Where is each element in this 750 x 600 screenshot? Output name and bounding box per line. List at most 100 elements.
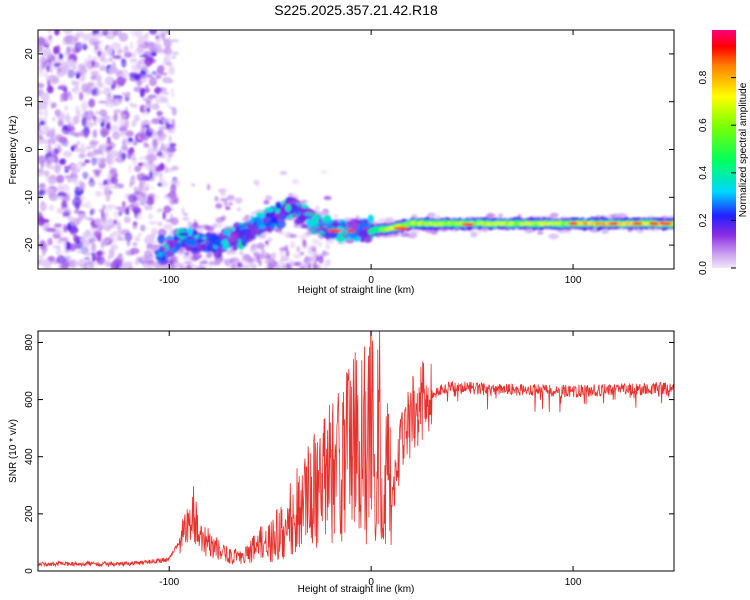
x-tick-label: 100 bbox=[565, 577, 582, 588]
heatmap-cell bbox=[73, 80, 82, 86]
heatmap-cell bbox=[225, 206, 231, 211]
heatmap-cell bbox=[550, 212, 559, 218]
heatmap-cell bbox=[52, 102, 57, 108]
heatmap-cell bbox=[57, 195, 64, 200]
x-tick-label: 100 bbox=[565, 275, 582, 286]
heatmap-cell bbox=[176, 249, 185, 255]
heatmap-cell bbox=[164, 46, 172, 56]
heatmap-cell bbox=[81, 162, 87, 166]
heatmap-cell bbox=[134, 165, 142, 173]
heatmap-cell bbox=[68, 259, 79, 269]
heatmap-cell bbox=[51, 134, 60, 141]
heatmap-cell bbox=[94, 255, 102, 262]
heatmap-cell bbox=[63, 88, 68, 92]
heatmap-cell bbox=[86, 264, 93, 268]
heatmap-cell bbox=[92, 169, 103, 173]
heatmap-cell bbox=[307, 246, 314, 255]
heatmap-cell bbox=[132, 242, 138, 246]
heatmap-cell bbox=[147, 153, 157, 162]
heatmap-cell bbox=[226, 194, 235, 201]
heatmap-cell bbox=[71, 87, 77, 93]
heatmap-cell bbox=[59, 237, 69, 242]
colorbar-ticks: 0.0 0.2 0.4 0.6 0.8 bbox=[698, 70, 736, 275]
heatmap-cell bbox=[108, 149, 119, 158]
heatmap-cell bbox=[164, 53, 172, 62]
heatmap-cell bbox=[81, 117, 87, 127]
heatmap-cell bbox=[142, 97, 153, 103]
heatmap-cell bbox=[191, 247, 199, 252]
heatmap-cell bbox=[69, 243, 77, 252]
heatmap-cell bbox=[48, 204, 55, 211]
heatmap-cell bbox=[63, 30, 73, 35]
heatmap-cell bbox=[158, 131, 166, 142]
heatmap-cell bbox=[38, 122, 41, 131]
heatmap-cell bbox=[54, 143, 62, 148]
x-tick-label: 0 bbox=[368, 577, 374, 588]
heatmap-cell bbox=[97, 50, 102, 57]
heatmap-cell bbox=[128, 102, 134, 107]
heatmap-cell bbox=[72, 115, 80, 125]
heatmap-cell bbox=[70, 217, 79, 225]
heatmap-cell bbox=[76, 160, 84, 170]
heatmap-cell bbox=[462, 222, 475, 227]
heatmap-cell bbox=[104, 76, 115, 86]
heatmap-cell bbox=[291, 179, 299, 185]
heatmap-cell bbox=[203, 225, 211, 231]
heatmap-cell bbox=[92, 30, 100, 35]
heatmap-cell bbox=[62, 224, 68, 233]
heatmap-cell bbox=[139, 180, 147, 185]
heatmap-cell bbox=[103, 260, 111, 267]
heatmap-cell bbox=[78, 259, 86, 266]
heatmap-cell bbox=[183, 212, 188, 217]
heatmap-cell bbox=[275, 219, 286, 229]
heatmap-cell bbox=[48, 34, 53, 41]
heatmap-cell bbox=[141, 47, 147, 53]
heatmap-cell bbox=[69, 94, 73, 101]
heatmap-cell bbox=[207, 183, 211, 191]
heatmap-cell bbox=[151, 118, 161, 125]
heatmap-cell bbox=[140, 224, 146, 232]
heatmap-cell bbox=[54, 164, 61, 174]
heatmap-cell bbox=[323, 217, 334, 225]
heatmap-cell bbox=[60, 63, 69, 74]
heatmap-cell bbox=[90, 75, 99, 81]
heatmap-cell bbox=[117, 84, 121, 89]
heatmap-cell bbox=[76, 249, 86, 254]
heatmap-cell bbox=[284, 244, 289, 252]
heatmap-cell bbox=[111, 156, 116, 164]
heatmap-cell bbox=[207, 261, 220, 266]
heatmap-cell bbox=[175, 237, 181, 241]
heatmap-cell bbox=[87, 110, 91, 119]
heatmap-cell bbox=[198, 244, 208, 251]
heatmap-cell bbox=[137, 131, 143, 135]
heatmap-cell bbox=[601, 229, 609, 234]
heatmap-cell bbox=[43, 108, 49, 118]
x-tick-label: 0 bbox=[368, 275, 374, 286]
heatmap-cell bbox=[113, 218, 118, 224]
heatmap-cell bbox=[55, 248, 62, 256]
y-tick-label: -20 bbox=[24, 237, 35, 252]
heatmap-cell bbox=[72, 64, 76, 70]
heatmap-cell bbox=[109, 56, 113, 63]
heatmap-cell bbox=[156, 252, 164, 258]
heatmap-cell bbox=[88, 98, 96, 108]
colorbar-tick-label: 0.2 bbox=[698, 213, 709, 227]
heatmap-cell bbox=[167, 191, 177, 199]
heatmap-cell bbox=[71, 79, 75, 87]
heatmap-cell bbox=[286, 196, 297, 202]
heatmap-cell bbox=[165, 61, 173, 66]
heatmap-cell bbox=[156, 208, 163, 213]
heatmap-cell bbox=[59, 93, 65, 103]
heatmap-cell bbox=[109, 224, 116, 229]
heatmap-cell bbox=[101, 204, 107, 210]
snr-x-ticks: -100 0 100 bbox=[159, 331, 582, 588]
heatmap-cell bbox=[147, 256, 155, 260]
heatmap-cell bbox=[277, 259, 284, 267]
heatmap-cell bbox=[118, 183, 125, 189]
heatmap-cell bbox=[102, 146, 107, 152]
heatmap-cell bbox=[38, 57, 44, 64]
heatmap-cell bbox=[304, 212, 314, 217]
heatmap-cell bbox=[57, 119, 64, 127]
heatmap-cell bbox=[288, 258, 293, 266]
